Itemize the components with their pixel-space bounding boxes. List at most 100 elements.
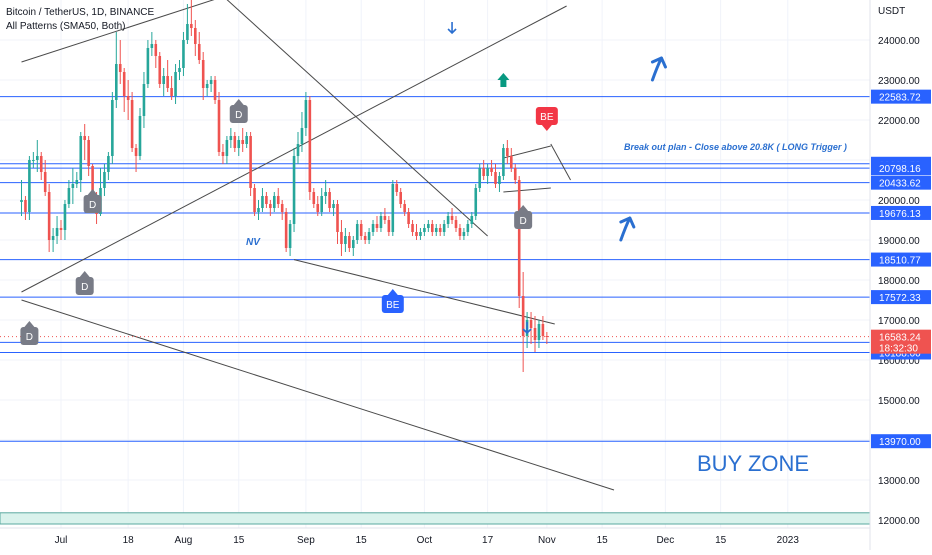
candle-body <box>91 166 94 196</box>
candle-body <box>194 28 197 44</box>
candle-body <box>371 224 375 232</box>
candle-body <box>174 72 177 96</box>
candle-body <box>154 44 158 56</box>
candle-body <box>221 152 225 156</box>
candle-body <box>320 196 323 212</box>
time-tick-label: 18 <box>123 535 135 546</box>
pattern-tag-pointer <box>541 125 552 131</box>
pattern-tag-label: D <box>235 110 242 121</box>
candle-body <box>126 96 130 100</box>
candle-body <box>462 232 466 236</box>
candle-body <box>225 140 229 156</box>
level-tag-value: 19676.13 <box>879 209 921 220</box>
arrow-up-right-icon <box>619 216 636 242</box>
candle-body <box>498 176 501 184</box>
pattern-tag-box <box>75 277 94 295</box>
candle-body <box>478 168 481 188</box>
candle-body <box>383 216 387 220</box>
pattern-tag-label: BE <box>386 300 400 311</box>
candle-body <box>312 192 316 204</box>
arrow-down-icon <box>522 322 532 335</box>
candle-body <box>296 144 300 156</box>
trend-line <box>21 299 615 491</box>
candle-body <box>280 204 284 212</box>
pattern-tag-box <box>535 107 558 125</box>
time-tick-label: 17 <box>482 535 494 546</box>
candle-body <box>205 84 209 88</box>
candle-body <box>517 180 521 296</box>
candle-body <box>533 328 537 340</box>
time-tick-label: Sep <box>297 535 315 546</box>
candle-body <box>28 160 31 212</box>
candle-body <box>545 336 549 337</box>
candle-body <box>178 68 181 72</box>
time-tick-label: 15 <box>233 535 245 546</box>
pattern-tag-box <box>20 327 39 345</box>
pattern-tag-box <box>83 195 102 213</box>
candle-body <box>510 156 513 168</box>
candle-body <box>284 212 288 248</box>
candle-body <box>166 76 169 88</box>
candle-body <box>442 224 446 232</box>
trend-lines <box>21 0 615 491</box>
candle-body <box>182 40 185 68</box>
time-tick-label: 15 <box>597 535 609 546</box>
candle-body <box>276 196 280 204</box>
level-tag-value: 20798.16 <box>879 164 921 175</box>
candle-body <box>387 220 391 232</box>
candle-body <box>494 172 497 184</box>
candle-body <box>118 64 122 72</box>
trend-line <box>503 187 551 193</box>
arrow-down-icon <box>447 22 457 35</box>
candle-body <box>395 184 399 192</box>
candle-body <box>122 72 126 96</box>
candle-body <box>63 204 67 230</box>
time-tick-label: Dec <box>656 535 674 546</box>
candle-body <box>336 204 339 232</box>
candle-body <box>292 156 296 224</box>
candle-body <box>83 136 86 140</box>
candle-body <box>197 44 201 60</box>
candle-body <box>328 192 331 208</box>
symbol-title: Bitcoin / TetherUS, 1D, BINANCE <box>6 7 155 18</box>
candle-body <box>363 236 367 240</box>
candle-body <box>391 184 395 232</box>
buy-zone-band <box>0 512 871 525</box>
current-price-tag-bg <box>871 329 931 354</box>
time-tick-label: Oct <box>417 535 433 546</box>
level-tag-bg <box>871 205 931 220</box>
candle-body <box>403 204 406 212</box>
candle-body <box>446 216 450 224</box>
candle-body <box>241 140 244 144</box>
candle-body <box>43 172 47 192</box>
price-tick-label: 12000.00 <box>878 516 920 527</box>
candle-body <box>450 216 454 220</box>
candle-body <box>24 200 27 212</box>
candle-body <box>134 148 138 156</box>
candle-body <box>423 228 426 232</box>
candle-body <box>249 136 252 188</box>
time-tick-label: Jul <box>55 535 68 546</box>
candle-body <box>107 156 110 172</box>
price-tick-label: 15000.00 <box>878 396 920 407</box>
price-tick-label: 22000.00 <box>878 116 920 127</box>
candle-body <box>265 196 268 204</box>
pattern-tag-label: D <box>520 216 527 227</box>
indicator-title: All Patterns (SMA50, Both) <box>6 21 126 32</box>
breakout-plan-annotation: Break out plan - Close above 20.8K ( LON… <box>624 142 847 152</box>
candle-body <box>51 236 55 240</box>
trend-line <box>293 259 555 325</box>
candle-body <box>170 88 173 96</box>
candle-body <box>261 196 264 208</box>
candle-body <box>229 136 233 140</box>
price-tick-label: 20000.00 <box>878 196 920 207</box>
candle-body <box>379 216 383 228</box>
grid-lines <box>0 0 870 528</box>
candle-body <box>253 188 256 212</box>
price-tick-label: 18000.00 <box>878 276 920 287</box>
pattern-tag-label: D <box>81 282 88 293</box>
candle-body <box>39 156 43 172</box>
